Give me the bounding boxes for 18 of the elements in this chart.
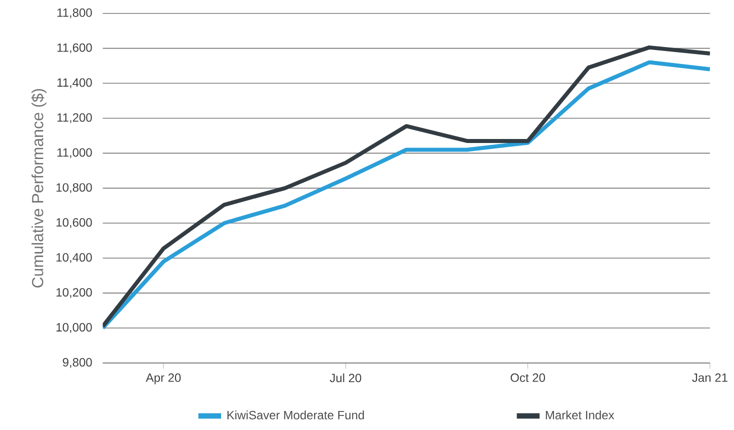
y-tick-label: 10,200 <box>56 288 92 298</box>
y-tick-label: 11,200 <box>57 113 92 124</box>
y-tick-label: 11,600 <box>57 43 92 54</box>
y-tick-label: 11,000 <box>57 148 92 158</box>
x-tick-label: Oct 20 <box>510 374 546 382</box>
y-tick-label: 11,800 <box>57 8 92 18</box>
x-tick-label: Apr 20 <box>146 374 181 384</box>
y-tick-label: 10,800 <box>56 183 92 194</box>
y-tick-label: 9,800 <box>62 358 92 368</box>
legend-label: Market Index <box>546 410 614 420</box>
x-tick-label: Jan 21 <box>692 374 728 382</box>
x-tick-label: Jul 20 <box>330 374 362 382</box>
legend-label: KiwiSaver Moderate Fund <box>227 410 364 420</box>
y-tick-label: 11,400 <box>57 78 92 88</box>
y-axis-title: Cumulative Performance ($) <box>31 89 46 288</box>
y-tick-label: 10,400 <box>56 253 92 264</box>
y-tick-label: 10,000 <box>56 323 92 334</box>
y-tick-label: 10,600 <box>56 218 92 228</box>
